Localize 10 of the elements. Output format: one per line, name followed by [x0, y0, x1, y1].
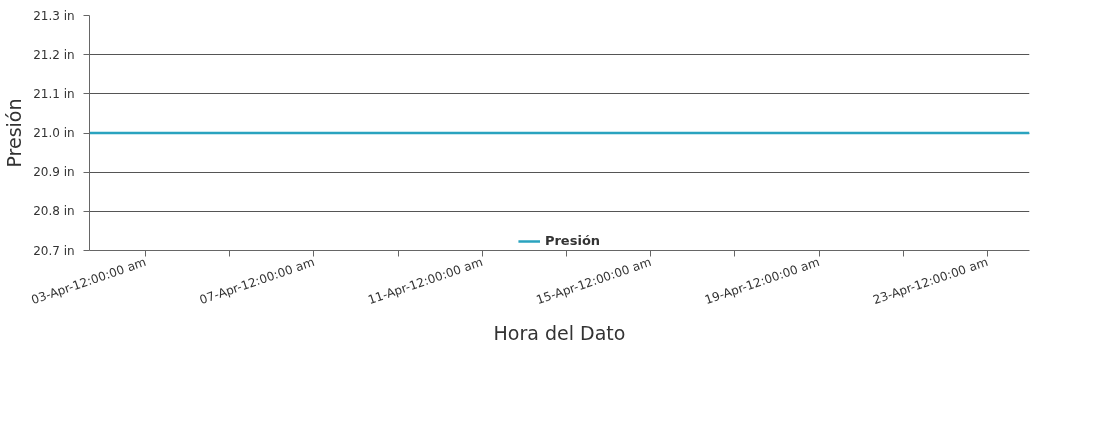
legend-label: Presión	[544, 233, 601, 248]
y-tick-label: 20.8 in	[33, 204, 75, 219]
y-tick-label: 21.1 in	[33, 86, 75, 101]
x-axis-title: Hora del Dato	[493, 321, 626, 344]
y-tick-label: 20.9 in	[33, 165, 75, 180]
y-axis-title: Presión	[3, 98, 26, 168]
y-tick-label: 21.0 in	[33, 126, 75, 140]
y-tick-label: 20.7 in	[33, 243, 75, 258]
y-tick-label: 21.3 in	[33, 8, 75, 23]
y-tick-label: 21.2 in	[33, 47, 75, 62]
